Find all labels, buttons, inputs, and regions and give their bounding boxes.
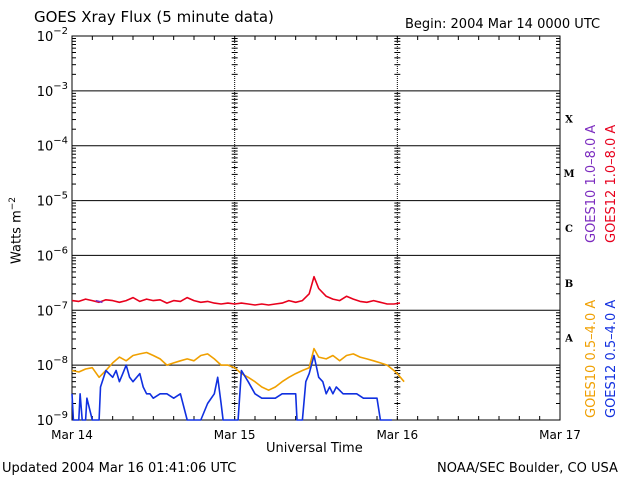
x-axis-title: Universal Time bbox=[266, 441, 363, 456]
legend-goes12-short: GOES12 0.5–4.0 A bbox=[604, 299, 619, 418]
series-goes10_short bbox=[71, 347, 405, 392]
x-tick-label: Mar 17 bbox=[539, 428, 581, 442]
y-tick-label: 10−7 bbox=[37, 300, 68, 319]
chart-title: GOES Xray Flux (5 minute data) bbox=[34, 8, 274, 26]
y-tick-label: 10−2 bbox=[37, 26, 68, 45]
legend-goes10-short: GOES10 0.5–4.0 A bbox=[584, 299, 599, 418]
legend-goes12-long: GOES12 1.0–8.0 A bbox=[604, 124, 619, 243]
updated-label: Updated 2004 Mar 16 01:41:06 UTC bbox=[2, 461, 237, 476]
series-goes10_long bbox=[95, 299, 103, 304]
y-tick-label: 10−9 bbox=[37, 410, 68, 429]
flare-class-label: C bbox=[565, 224, 573, 235]
y-tick-label: 10−4 bbox=[37, 136, 68, 155]
series-goes12_short bbox=[71, 354, 392, 421]
y-tick-label: 10−5 bbox=[37, 191, 68, 210]
flare-class-label: A bbox=[564, 334, 573, 345]
x-tick-label: Mar 14 bbox=[51, 428, 93, 442]
flare-class-label: M bbox=[563, 169, 574, 180]
y-tick-label: 10−8 bbox=[37, 355, 68, 374]
y-tick-label: 10−6 bbox=[37, 245, 68, 264]
begin-label: Begin: 2004 Mar 14 0000 UTC bbox=[405, 17, 601, 32]
y-tick-label: 10−3 bbox=[37, 81, 68, 100]
x-tick-label: Mar 16 bbox=[376, 428, 418, 442]
series-goes12_long bbox=[71, 275, 401, 306]
y-axis-label: Watts m−2 bbox=[8, 196, 25, 264]
credit-label: NOAA/SEC Boulder, CO USA bbox=[437, 461, 618, 476]
x-tick-label: Mar 15 bbox=[214, 428, 256, 442]
flare-class-label: B bbox=[565, 279, 573, 290]
legend-goes10-long: GOES10 1.0–8.0 A bbox=[584, 124, 599, 243]
flare-class-label: X bbox=[565, 114, 573, 125]
